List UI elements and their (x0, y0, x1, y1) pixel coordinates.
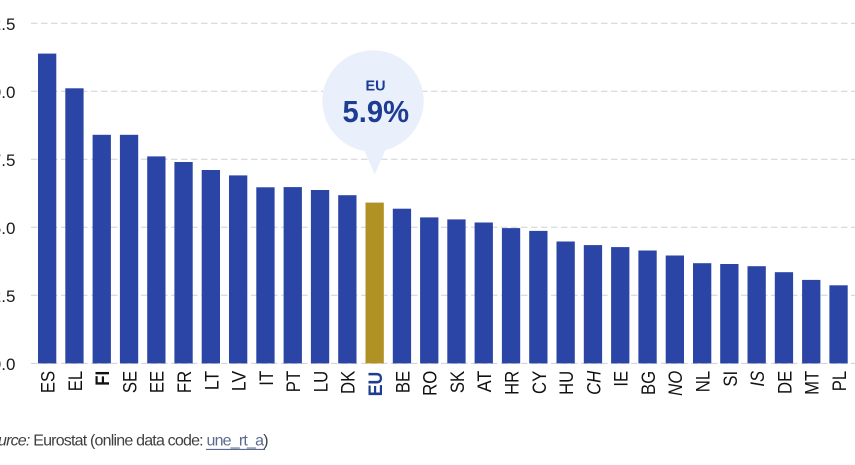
svg-text:5.9%: 5.9% (343, 94, 410, 129)
svg-text:AT: AT (475, 370, 496, 392)
svg-text:FR: FR (175, 371, 196, 393)
svg-text:SI: SI (721, 371, 742, 387)
svg-text:MT: MT (803, 370, 824, 394)
svg-text:HR: HR (503, 371, 524, 395)
svg-text:ES: ES (39, 371, 60, 393)
svg-text:CY: CY (530, 371, 551, 394)
svg-text:NO: NO (666, 371, 687, 396)
svg-text:IE: IE (612, 371, 633, 387)
svg-text:SK: SK (448, 371, 469, 394)
svg-text:CH: CH (584, 371, 605, 395)
svg-text:FI: FI (93, 371, 114, 386)
svg-text:EE: EE (148, 371, 169, 393)
svg-text:RO: RO (421, 371, 442, 396)
svg-text:10.0: 10.0 (0, 83, 15, 102)
svg-text:DE: DE (775, 371, 796, 394)
svg-text:IT: IT (257, 370, 278, 385)
svg-text:Source: Eurostat (online data: Source: Eurostat (online data code: une_… (0, 433, 268, 450)
svg-text:EU: EU (366, 78, 386, 95)
svg-text:12.5: 12.5 (0, 15, 15, 34)
svg-text:NL: NL (694, 371, 715, 392)
svg-text:0.0: 0.0 (0, 355, 15, 374)
svg-text:PT: PT (284, 370, 305, 392)
svg-text:LT: LT (202, 370, 223, 390)
svg-text:2.5: 2.5 (0, 287, 15, 306)
svg-text:DK: DK (339, 371, 360, 394)
svg-text:5.0: 5.0 (0, 219, 15, 238)
svg-text:EL: EL (66, 371, 87, 391)
svg-text:LU: LU (311, 371, 332, 392)
svg-text:SE: SE (120, 371, 141, 393)
svg-text:PL: PL (830, 371, 851, 391)
svg-text:7.5: 7.5 (0, 151, 15, 170)
svg-text:LV: LV (230, 371, 251, 392)
svg-text:BE: BE (393, 371, 414, 393)
svg-text:BG: BG (639, 371, 660, 395)
svg-text:HU: HU (557, 371, 578, 395)
svg-text:EU: EU (366, 372, 387, 397)
svg-text:IS: IS (748, 371, 769, 387)
